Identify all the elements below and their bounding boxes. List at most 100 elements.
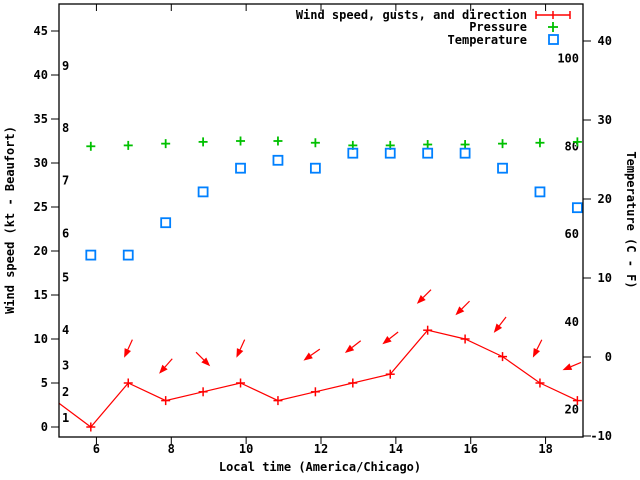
wind-direction-arrow-icon — [195, 351, 211, 367]
legend-symbol-pressure-plus-icon — [548, 22, 558, 32]
y-left-tick-label: 40 — [34, 68, 48, 82]
wind-direction-arrow-icon — [303, 348, 321, 361]
temperature-point — [422, 147, 434, 159]
pressure-point — [273, 136, 283, 146]
pressure-point — [198, 137, 208, 147]
wind-point — [161, 396, 171, 406]
wind-point — [123, 378, 133, 388]
pressure-point — [236, 136, 246, 146]
pressure-point — [572, 137, 582, 147]
temperature-point — [571, 202, 583, 214]
wind-point — [310, 387, 320, 397]
y-right-tick-label: 30 — [598, 113, 612, 127]
pressure-point — [423, 140, 433, 150]
temperature-point — [534, 186, 546, 198]
beaufort-label: 4 — [62, 323, 69, 337]
x-tick-label: 6 — [93, 442, 100, 456]
y-left-tick-label: 45 — [34, 24, 48, 38]
y2-axis-title: Temperature (C - F) — [624, 151, 638, 288]
pressure-point — [123, 140, 133, 150]
legend-label-pressure: Pressure — [469, 20, 527, 34]
beaufort-label: 2 — [62, 385, 69, 399]
wind-direction-arrow-icon — [532, 339, 543, 358]
temperature-point — [85, 249, 97, 261]
beaufort-label: 5 — [62, 270, 69, 284]
x-tick-label: 16 — [463, 442, 477, 456]
axis-ticks: 6 8 10 12 14 16 18051015202530354045123456789-… — [34, 4, 612, 456]
y-left-tick-label: 35 — [34, 112, 48, 126]
y-left-tick-label: 25 — [34, 200, 48, 214]
x-tick-label: 10 — [239, 442, 253, 456]
legend-label-wind: Wind speed, gusts, and direction — [296, 8, 527, 22]
pressure-point — [535, 138, 545, 148]
wind-direction-arrow-icon — [124, 339, 133, 358]
beaufort-label: 8 — [62, 121, 69, 135]
temperature-point — [235, 162, 246, 174]
y-right-tick-label: 20 — [598, 192, 612, 206]
wind-speed-line — [58, 329, 578, 428]
y-left-tick-label: 20 — [34, 244, 48, 258]
pressure-point — [86, 141, 96, 151]
data-series — [58, 136, 583, 432]
y-left-tick-label: 30 — [34, 156, 48, 170]
y-right-tick-label: 10 — [598, 271, 612, 285]
wind-point — [572, 396, 582, 406]
wind-point — [460, 334, 470, 344]
y-right-tick-label: 40 — [598, 34, 612, 48]
wind-point — [385, 369, 395, 379]
beaufort-label: 3 — [62, 358, 69, 372]
x-tick-label: 8 — [168, 442, 175, 456]
wind-point — [236, 378, 246, 388]
fahrenheit-label: 20 — [565, 403, 579, 417]
pressure-point — [161, 139, 171, 149]
temperature-point — [197, 186, 209, 198]
temperature-point — [272, 154, 284, 166]
legend-symbol-temperature-square-icon — [548, 34, 559, 45]
wind-direction-arrow-icon — [455, 300, 470, 316]
pressure-point — [310, 138, 320, 148]
temperature-point — [122, 249, 134, 261]
y-left-tick-label: 0 — [41, 420, 48, 434]
y-left-tick-label: 5 — [41, 376, 48, 390]
wind-point — [273, 396, 283, 406]
x-tick-label: 12 — [314, 442, 328, 456]
pressure-point — [498, 139, 508, 149]
wind-point — [535, 378, 545, 388]
x-tick-label: 18 — [538, 442, 552, 456]
fahrenheit-label: 60 — [565, 227, 579, 241]
pressure-point — [460, 140, 470, 150]
wind-point — [86, 422, 96, 432]
x-axis-title: Local time (America/Chicago) — [219, 460, 421, 474]
y-right-tick-label: -10 — [590, 429, 612, 443]
wind-direction-arrow-icon — [416, 289, 432, 304]
x-tick-label: 14 — [389, 442, 403, 456]
fahrenheit-label: 40 — [565, 315, 579, 329]
beaufort-label: 9 — [62, 59, 69, 73]
y-left-tick-label: 10 — [34, 332, 48, 346]
y-left-tick-label: 15 — [34, 288, 48, 302]
y-right-tick-label: 0 — [605, 350, 612, 364]
wind-direction-arrow-icon — [159, 358, 173, 374]
wind-point — [423, 325, 433, 335]
temperature-point — [160, 217, 172, 229]
wind-direction-arrow-icon — [382, 331, 399, 345]
wind-direction-arrow-icon — [344, 340, 362, 354]
temperature-point — [497, 162, 508, 174]
legend: Wind speed, gusts, and direction Pressur… — [296, 8, 571, 47]
temperature-point — [347, 147, 359, 159]
fahrenheit-label: 100 — [557, 52, 579, 66]
temperature-point — [309, 162, 321, 174]
wind-direction-arrow-icon — [236, 339, 246, 358]
y-axis-title: Wind speed (kt - Beaufort) — [3, 126, 17, 314]
legend-label-temperature: Temperature — [448, 33, 527, 47]
temperature-point — [384, 147, 396, 159]
plot-border — [58, 3, 584, 438]
wind-direction-arrow-icon — [493, 316, 507, 333]
temperature-point — [459, 147, 471, 159]
beaufort-label: 6 — [62, 226, 69, 240]
fahrenheit-label: 80 — [565, 139, 579, 153]
wind-point — [498, 352, 508, 362]
legend-symbol-wind-errorbar-icon — [535, 11, 571, 19]
wind-point — [198, 387, 208, 397]
